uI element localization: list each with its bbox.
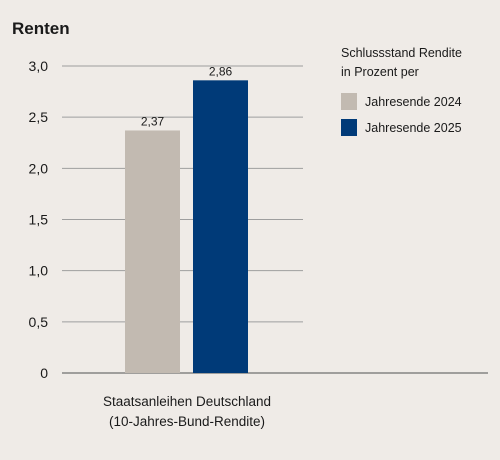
y-tick-label: 2,5: [29, 109, 49, 125]
y-tick-label: 0: [40, 365, 48, 381]
legend-entry-label: Jahresende 2024: [365, 95, 462, 109]
legend-swatch: [341, 119, 357, 136]
y-tick-label: 1,5: [29, 212, 49, 228]
bar-value-label: 2,37: [141, 114, 165, 128]
legend-swatch: [341, 93, 357, 110]
chart-title: Renten: [12, 19, 70, 38]
legend-title: Schlussstand Rendite: [341, 46, 462, 60]
grid-lines: [62, 65, 488, 374]
bars: [125, 80, 248, 374]
y-tick-label: 3,0: [29, 58, 49, 74]
x-tick-label: Staatsanleihen Deutschland: [103, 394, 271, 409]
legend-entry-label: Jahresende 2025: [365, 121, 462, 135]
bar-value-labels: 2,37 2,86: [141, 64, 233, 128]
legend-title: in Prozent per: [341, 65, 419, 79]
x-tick-label: (10-Jahres-Bund-Rendite): [109, 414, 265, 429]
bar: [193, 80, 248, 374]
y-tick-label: 2,0: [29, 160, 49, 176]
y-tick-label: 0,5: [29, 314, 49, 330]
y-axis-ticks: 0 0,5 1,0 1,5 2,0 2,5 3,0: [29, 58, 49, 381]
bar-value-label: 2,86: [209, 64, 233, 78]
x-axis-category: Staatsanleihen Deutschland (10-Jahres-Bun…: [103, 394, 271, 429]
bar: [125, 130, 180, 373]
y-tick-label: 1,0: [29, 263, 49, 279]
legend: Schlussstand Rendite in Prozent per Jahres…: [341, 46, 462, 136]
